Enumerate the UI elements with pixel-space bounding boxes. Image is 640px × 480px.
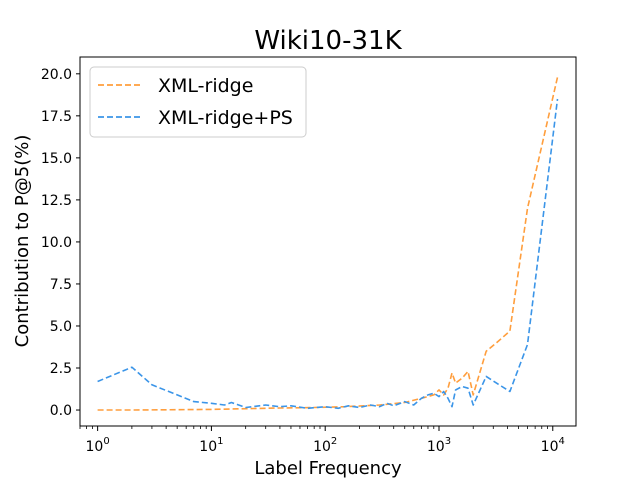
x-tick-exponent: 1 (217, 436, 223, 447)
x-tick-label: 101 (199, 436, 223, 455)
series-layer (97, 77, 559, 411)
legend-label: XML-ridge (158, 75, 253, 97)
x-tick-base: 10 (313, 439, 331, 455)
x-tick-exponent: 3 (445, 436, 451, 447)
x-axis: 100 101 102 103 104 (79, 426, 565, 455)
y-tick-label: 15.0 (41, 151, 72, 167)
x-tick-label: 103 (427, 436, 451, 455)
x-tick-label: 104 (541, 436, 565, 455)
y-tick-label: 2.5 (50, 361, 72, 377)
x-tick-base: 10 (541, 439, 559, 455)
chart-title: Wiki10-31K (254, 26, 402, 56)
legend-label: XML-ridge+PS (158, 107, 293, 129)
series-line-xml-ridge-ps (97, 98, 559, 410)
y-tick-label: 0.0 (50, 403, 72, 419)
y-tick-label: 7.5 (50, 277, 72, 293)
legend-box (89, 66, 307, 138)
x-tick-base: 10 (86, 439, 104, 455)
y-tick-label: 10.0 (41, 235, 72, 251)
x-tick-exponent: 4 (559, 436, 565, 447)
y-tick-label: 20.0 (41, 67, 72, 83)
y-tick-label: 17.5 (41, 109, 72, 125)
x-tick-base: 10 (427, 439, 445, 455)
y-axis-label: Contribution to P@5(%) (12, 135, 33, 348)
x-tick-exponent: 0 (103, 436, 109, 447)
x-axis-label: Label Frequency (254, 458, 402, 479)
x-tick-base: 10 (199, 439, 217, 455)
x-tick-label: 100 (86, 436, 110, 455)
y-tick-label: 12.5 (41, 193, 72, 209)
legend: XML-ridge XML-ridge+PS (89, 66, 307, 138)
y-axis: 0.0 2.5 5.0 7.5 10.0 12.5 15.0 17.5 20.0 (41, 67, 80, 419)
series-line-xml-ridge (97, 77, 559, 411)
x-tick-label: 102 (313, 436, 337, 455)
x-tick-exponent: 2 (331, 436, 337, 447)
y-tick-label: 5.0 (50, 319, 72, 335)
